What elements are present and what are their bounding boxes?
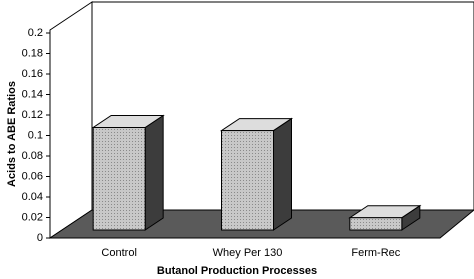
- y-tick-label: 0.1: [28, 129, 43, 141]
- y-tick-label: 0.04: [22, 191, 43, 203]
- y-tick-label: 0.02: [22, 211, 43, 223]
- y-tick-label: 0.08: [22, 150, 43, 162]
- bar-side: [144, 114, 164, 231]
- y-tick-label: 0.06: [22, 170, 43, 182]
- x-tick-label: Ferm-Rec: [351, 247, 400, 259]
- bar: [221, 130, 274, 231]
- y-tick-label: 0: [37, 232, 43, 244]
- y-tick-label: 0.16: [22, 68, 43, 80]
- y-axis-title: Acids to ABE Ratios: [6, 81, 18, 187]
- y-tick-label: 0.18: [22, 47, 43, 59]
- x-tick-label: Whey Per 130: [213, 247, 283, 259]
- y-tick-label: 0.14: [22, 88, 43, 100]
- side-wall: [49, 1, 93, 239]
- x-axis-title: Butanol Production Processes: [157, 265, 317, 277]
- y-tick-label: 0.2: [28, 27, 43, 39]
- y-tick-label: 0.12: [22, 109, 43, 121]
- bar: [92, 127, 146, 231]
- x-tick-label: Control: [101, 247, 136, 259]
- bar-side: [273, 117, 292, 231]
- bar: [349, 217, 403, 231]
